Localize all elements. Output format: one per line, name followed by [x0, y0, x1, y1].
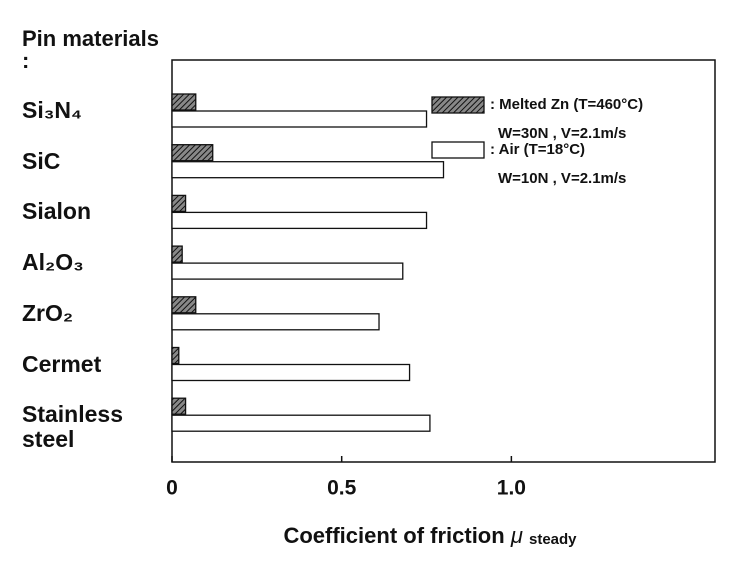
bar	[171, 144, 214, 162]
y-tick-label: Al₂O₃	[22, 249, 84, 276]
x-tick-label: 0	[166, 477, 178, 500]
legend-swatch	[431, 96, 485, 114]
legend-conditions: W=10N , V=2.1m/s	[498, 170, 626, 187]
bar	[171, 346, 180, 365]
bar	[171, 313, 380, 331]
x-tick-label: 1.0	[497, 477, 526, 500]
x-axis-title: Coefficient of friction μ steady	[283, 523, 577, 548]
x-tick-label: 0.5	[327, 477, 357, 500]
legend-conditions: W=30N , V=2.1m/s	[498, 125, 626, 142]
bar	[171, 397, 187, 415]
y-tick-label: Cermet	[22, 350, 102, 377]
y-tick-label: Sialon	[22, 198, 92, 225]
legend-swatch	[431, 141, 485, 159]
bar	[171, 161, 445, 179]
legend-label: : Air (T=18°C)	[490, 141, 585, 158]
bar	[171, 110, 428, 128]
y-tick-label: Si₃N₄	[22, 97, 82, 123]
bar	[171, 296, 197, 314]
bar	[171, 245, 183, 263]
legend-label: : Melted Zn (T=460°C)	[490, 96, 643, 113]
bar	[171, 194, 187, 213]
y-axis-title: Pin materials :	[22, 26, 159, 73]
bar	[171, 262, 404, 280]
y-tick-label: SiC	[22, 147, 61, 174]
bar	[171, 211, 428, 230]
y-tick-label: ZrO₂	[22, 299, 74, 326]
y-tick-label: Stainless steel	[22, 401, 123, 453]
bar	[171, 93, 197, 111]
bar	[171, 414, 431, 432]
bar	[171, 363, 411, 382]
